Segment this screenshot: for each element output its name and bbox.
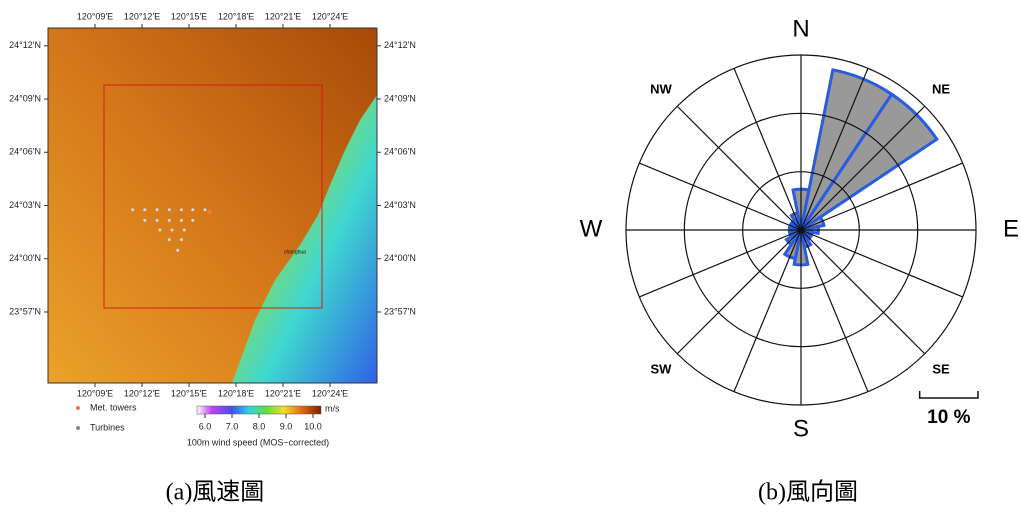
x-tick-label: 120°21'E <box>265 388 301 398</box>
colorbar-tick-label: 6.0 <box>199 421 212 431</box>
annotation: changhua <box>284 249 306 255</box>
x-tick-label: 120°21'E <box>265 11 301 21</box>
x-tick-label: 120°18'E <box>218 11 254 21</box>
wind-speed-map: 120°09'E 120°09'E 120°12'E 120°12'E 120°15'E… <box>9 11 416 447</box>
radial-line <box>801 230 963 297</box>
y-tick-label: 24°00'N <box>9 253 41 263</box>
point <box>143 219 146 222</box>
point <box>156 219 159 222</box>
point <box>168 238 171 241</box>
x-tick-label: 120°09'E <box>77 388 113 398</box>
x-tick-label: 120°12'E <box>124 11 160 21</box>
direction-label: N <box>792 15 809 42</box>
point <box>168 219 171 222</box>
direction-label: W <box>580 215 603 242</box>
x-tick-label: 120°15'E <box>171 11 207 21</box>
x-tick-label: 120°15'E <box>171 388 207 398</box>
y-tick-label: 24°09'N <box>384 93 416 103</box>
center-dot <box>798 227 804 233</box>
direction-label: E <box>1003 215 1019 242</box>
legend-label: Met. towers <box>90 402 137 412</box>
y-tick-label: 23°57'N <box>384 306 416 316</box>
colorbar-tick-label: 10.0 <box>304 421 322 431</box>
legend-marker <box>76 406 80 410</box>
y-tick-label: 24°09'N <box>9 93 41 103</box>
y-tick-label: 24°03'N <box>9 200 41 210</box>
point <box>180 219 183 222</box>
direction-label: NE <box>932 81 950 96</box>
radial-line <box>734 68 801 230</box>
x-tick-label: 120°12'E <box>124 388 160 398</box>
y-tick-label: 24°06'N <box>384 147 416 157</box>
y-tick-label: 24°00'N <box>384 253 416 263</box>
x-tick-label: 120°24'E <box>312 388 348 398</box>
point <box>207 210 211 214</box>
legend-marker <box>76 426 80 430</box>
colorbar-label: 100m wind speed (MOS−corrected) <box>187 437 329 447</box>
point <box>143 208 146 211</box>
caption: (a)風速圖 <box>166 479 265 506</box>
direction-label: SW <box>651 361 673 376</box>
x-tick-label: 120°24'E <box>312 11 348 21</box>
point <box>180 238 183 241</box>
colorbar-unit: m/s <box>325 403 340 413</box>
radial-line <box>801 230 925 354</box>
point <box>191 208 194 211</box>
x-tick-label: 120°09'E <box>77 11 113 21</box>
point <box>171 228 174 231</box>
point <box>176 249 179 252</box>
scale-label: 10 % <box>927 407 970 428</box>
radial-line <box>734 230 801 392</box>
colorbar-tick-label: 7.0 <box>226 421 239 431</box>
y-tick-label: 24°12'N <box>9 40 41 50</box>
point <box>183 228 186 231</box>
colorbar <box>197 406 321 414</box>
wind-rose: N NE E SE S SW W NW 10 % <box>580 15 1019 442</box>
x-tick-label: 120°18'E <box>218 388 254 398</box>
colorbar-tick-label: 9.0 <box>280 421 293 431</box>
radial-line <box>801 230 868 392</box>
y-tick-label: 24°03'N <box>384 200 416 210</box>
direction-label: SE <box>932 361 950 376</box>
scale-bar <box>920 391 978 398</box>
point <box>156 208 159 211</box>
direction-label: S <box>793 415 809 442</box>
caption: (b)風向圖 <box>758 479 858 506</box>
y-tick-label: 23°57'N <box>9 306 41 316</box>
radial-line <box>639 163 801 230</box>
colorbar-tick-label: 8.0 <box>253 421 266 431</box>
point <box>131 208 134 211</box>
legend-label: Turbines <box>90 422 125 432</box>
point <box>191 219 194 222</box>
direction-label: NW <box>650 81 672 96</box>
point <box>168 208 171 211</box>
radial-line <box>677 106 801 230</box>
radial-line <box>639 230 801 297</box>
point <box>158 228 161 231</box>
radial-line <box>677 230 801 354</box>
point <box>203 208 206 211</box>
point <box>180 208 183 211</box>
y-tick-label: 24°12'N <box>384 40 416 50</box>
y-tick-label: 24°06'N <box>9 147 41 157</box>
figure: 120°09'E 120°09'E 120°12'E 120°12'E 120°15'E… <box>0 0 1021 517</box>
